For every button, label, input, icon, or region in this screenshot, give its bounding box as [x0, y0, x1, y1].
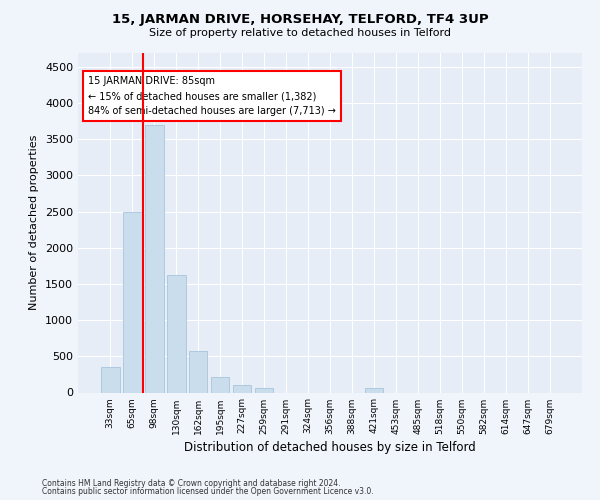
- Text: Contains HM Land Registry data © Crown copyright and database right 2024.: Contains HM Land Registry data © Crown c…: [42, 479, 341, 488]
- Bar: [167, 276, 185, 392]
- Text: Size of property relative to detached houses in Telford: Size of property relative to detached ho…: [149, 28, 451, 38]
- Bar: [189, 350, 208, 393]
- Bar: [233, 386, 251, 392]
- Bar: [123, 212, 142, 392]
- Y-axis label: Number of detached properties: Number of detached properties: [29, 135, 40, 310]
- Bar: [101, 367, 119, 392]
- Text: 15, JARMAN DRIVE, HORSEHAY, TELFORD, TF4 3UP: 15, JARMAN DRIVE, HORSEHAY, TELFORD, TF4…: [112, 12, 488, 26]
- Bar: [255, 388, 274, 392]
- Bar: [365, 388, 383, 392]
- Text: 15 JARMAN DRIVE: 85sqm
← 15% of detached houses are smaller (1,382)
84% of semi-: 15 JARMAN DRIVE: 85sqm ← 15% of detached…: [88, 76, 336, 116]
- X-axis label: Distribution of detached houses by size in Telford: Distribution of detached houses by size …: [184, 440, 476, 454]
- Bar: [145, 125, 164, 392]
- Text: Contains public sector information licensed under the Open Government Licence v3: Contains public sector information licen…: [42, 487, 374, 496]
- Bar: [211, 376, 229, 392]
